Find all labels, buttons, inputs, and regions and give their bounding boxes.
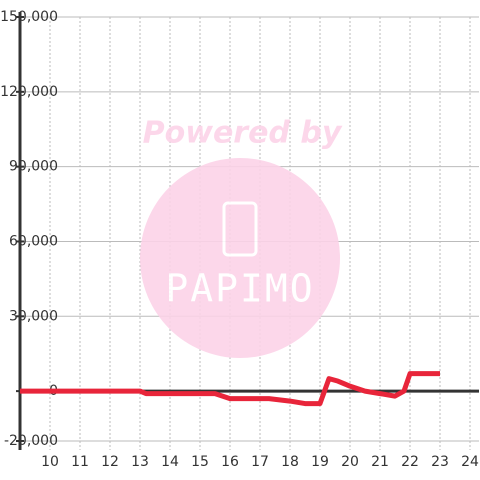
x-tick-label: 24 [461, 454, 479, 470]
y-tick-label: 150,000 [0, 9, 58, 25]
x-tick-label: 14 [161, 454, 179, 470]
x-tick-label: 16 [221, 454, 239, 470]
watermark-logo: PAPIMO [165, 267, 314, 311]
y-tick-label: 90,000 [9, 159, 58, 175]
x-tick-label: 21 [371, 454, 389, 470]
watermark-circle [140, 158, 340, 358]
x-tick-label: 15 [191, 454, 209, 470]
y-tick-label: -20,000 [4, 433, 58, 449]
x-tick-label: 17 [251, 454, 269, 470]
y-tick-label: 30,000 [9, 308, 58, 324]
x-tick-label: 20 [341, 454, 359, 470]
watermark-text: Powered by [143, 116, 343, 151]
x-tick-label: 10 [41, 454, 59, 470]
line [20, 371, 440, 407]
x-tick-label: 12 [101, 454, 119, 470]
watermark: Powered by PAPIMO [140, 116, 343, 358]
watermark-icon [222, 201, 258, 257]
x-tick-label: 11 [71, 454, 89, 470]
y-tick-label: 60,000 [9, 233, 58, 249]
x-tick-label: 22 [401, 454, 419, 470]
y-tick-label: 120,000 [0, 84, 58, 100]
x-tick-label: 23 [431, 454, 449, 470]
x-tick-label: 13 [131, 454, 149, 470]
x-tick-label: 19 [311, 454, 329, 470]
x-tick-label: 18 [281, 454, 299, 470]
